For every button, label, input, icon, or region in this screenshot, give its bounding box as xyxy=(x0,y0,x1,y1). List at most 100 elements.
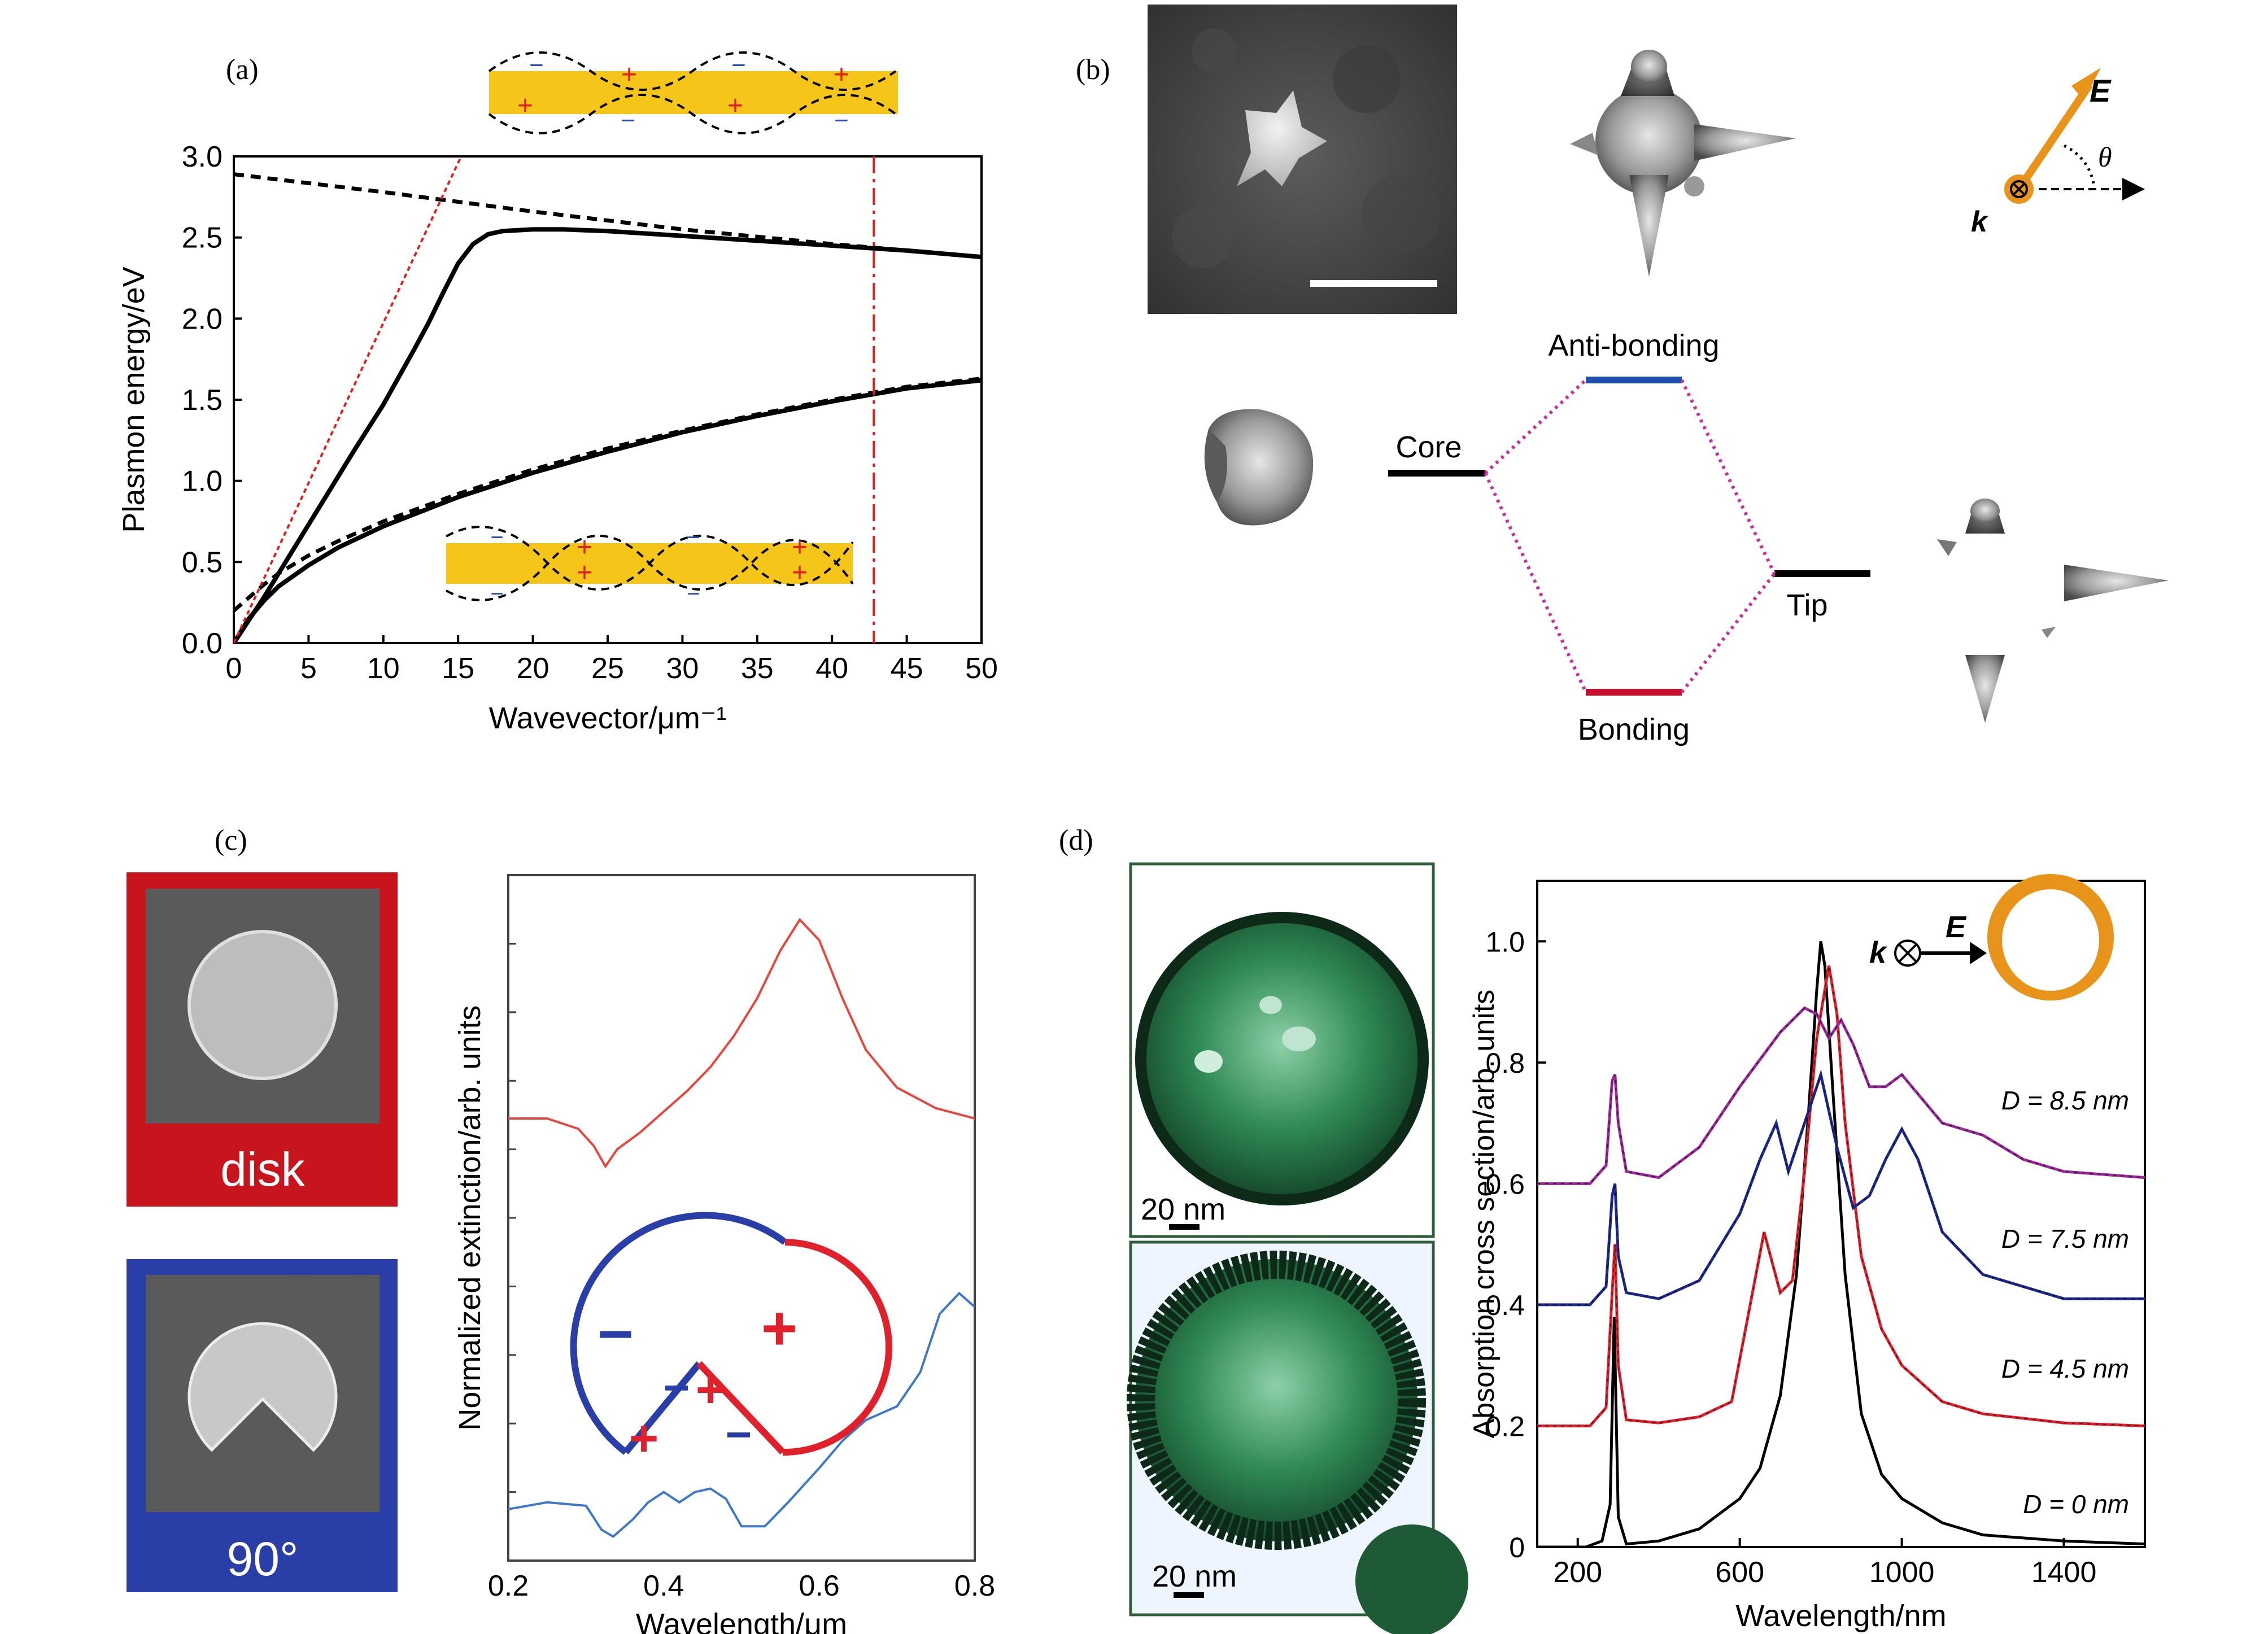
vector-e-label: E xyxy=(2090,73,2112,108)
y-tick-label: 0.4 xyxy=(1485,1290,1525,1321)
panel-a-chart: 0 5 10 15 20 25 30 35 40 45 50 0.0 0.5 1.0 1.5 2.0 2.5 3… xyxy=(117,51,998,735)
curves xyxy=(1537,941,2145,1547)
panel-d: 20 nm 20 nm 200 600 1000 1400 0 0.2 0.4 0.6 0.8… xyxy=(1127,862,2146,1634)
charge-minus: − xyxy=(731,51,746,79)
notched-particle xyxy=(187,1322,338,1452)
x-tick-label: 20 xyxy=(517,652,549,685)
curve-upper-solid xyxy=(234,227,982,643)
series-label: D = 0 nm xyxy=(2023,1489,2129,1519)
crescent-shape xyxy=(1987,874,2114,1001)
vector-k-label: k xyxy=(1869,936,1888,969)
nanostar-particle xyxy=(1237,90,1327,186)
y-tick-label: 2.0 xyxy=(182,303,223,335)
x-tick-label: 45 xyxy=(891,652,923,685)
fit-curve xyxy=(1537,941,2145,1547)
x-tick-label: 0 xyxy=(226,652,242,685)
y-tick-label: 0.6 xyxy=(1485,1168,1525,1200)
charge-plus: + xyxy=(577,532,592,562)
curves xyxy=(234,156,982,643)
x-tick-label: 10 xyxy=(367,652,400,685)
e-arrow-head xyxy=(1970,942,1987,964)
y-tick-label: 0.0 xyxy=(182,627,223,660)
x-ticks: 0.2 0.4 0.6 0.8 xyxy=(488,942,995,1602)
charge-minus: − xyxy=(490,525,503,550)
theta-label: θ xyxy=(2098,141,2112,173)
charge-plus: + xyxy=(629,1410,659,1467)
inset-top-strip: − + − + + − + − xyxy=(488,51,898,134)
scale-bar xyxy=(1169,1224,1200,1230)
y-axis-label: Plasmon energy/eV xyxy=(117,266,151,532)
nanoshell-particle xyxy=(1135,1259,1418,1541)
nanoshell-particle xyxy=(1141,918,1423,1200)
charge-plus: + xyxy=(517,91,533,121)
panel-b-diagram: E k θ Anti-bonding Core Tip Bonding xyxy=(1148,5,2169,746)
charge-minus: − xyxy=(726,1409,752,1460)
charge-plus: + xyxy=(621,60,637,90)
y-tick-label: 1.0 xyxy=(182,465,223,498)
series-label: D = 8.5 nm xyxy=(2001,1086,2129,1115)
x-tick-label: 0.6 xyxy=(799,1570,840,1602)
y-tick-label: 3.0 xyxy=(182,141,223,173)
x-ticks: 200 600 1000 1400 xyxy=(1553,1538,2096,1589)
notch-angle-label: 90° xyxy=(226,1532,298,1585)
x-tick-label: 25 xyxy=(591,652,624,685)
scale-bar xyxy=(1174,1592,1204,1598)
charge-minus: − xyxy=(834,107,849,134)
scale-bar-label: 20 nm xyxy=(1141,1192,1225,1226)
theta-arc xyxy=(2063,144,2096,187)
tem-image-top: 20 nm xyxy=(1129,862,1435,1238)
fit-curve xyxy=(1537,1072,2145,1305)
disk-label: disk xyxy=(220,1143,305,1196)
series-label: D = 4.5 nm xyxy=(2001,1354,2129,1383)
anti-bonding-label: Anti-bonding xyxy=(1548,329,1719,362)
x-tick-label: 5 xyxy=(300,652,317,685)
series-label: D = 7.5 nm xyxy=(2001,1224,2129,1253)
charge-minus: − xyxy=(621,107,635,134)
curves xyxy=(508,918,975,1538)
x-axis-label: Wavelength/μm xyxy=(636,1607,847,1634)
inset-bottom-strip: − + + − − + + − xyxy=(446,525,854,606)
x-tick-label: 0.2 xyxy=(488,1570,529,1602)
x-tick-label: 30 xyxy=(666,652,699,685)
disk-particle xyxy=(187,930,338,1080)
y-ticks: 0.0 0.5 1.0 1.5 2.0 2.5 3.0 xyxy=(182,141,242,660)
y-axis-label: Absorption cross section/arb. units xyxy=(1468,990,1501,1439)
charge-plus: + xyxy=(834,60,849,90)
core-sphere xyxy=(1595,88,1703,195)
wave-b xyxy=(446,535,854,601)
x-tick-label: 35 xyxy=(741,652,774,685)
y-tick-label: 0 xyxy=(1509,1532,1525,1563)
x-ticks: 0 5 10 15 20 25 30 35 40 45 50 xyxy=(226,635,998,685)
y-ticks: 0 0.2 0.4 0.6 0.8 1.0 xyxy=(1485,926,1546,1563)
x-tick-label: 1000 xyxy=(1869,1556,1935,1589)
curve-disk xyxy=(508,918,975,1169)
y-tick-label: 0.8 xyxy=(1485,1047,1525,1079)
curve-upper-dashed xyxy=(234,172,982,259)
gold-strip xyxy=(489,71,898,114)
panel-label-a: (a) xyxy=(226,54,259,86)
fit-curve xyxy=(1537,1007,2145,1185)
x-tick-label: 1400 xyxy=(2031,1556,2097,1589)
charge-plus: + xyxy=(792,532,808,562)
charge-distribution-inset: − + + − + − xyxy=(570,1212,892,1467)
charge-plus: + xyxy=(727,91,743,121)
panel-label-b: (b) xyxy=(1076,54,1110,86)
tem-image-bottom: 20 nm xyxy=(1127,1240,1468,1634)
charge-minus: − xyxy=(687,582,700,606)
notched-disk-sem-image: 90° xyxy=(127,1259,398,1592)
curve-lower-dashed xyxy=(234,377,982,613)
panel-label-d: (d) xyxy=(1059,824,1093,857)
x-tick-label: 40 xyxy=(815,652,848,685)
panel-label-c: (c) xyxy=(215,824,247,857)
y-tick-label: 2.5 xyxy=(182,222,223,255)
x-axis-label: Wavevector/μm⁻¹ xyxy=(489,701,727,735)
sem-image-nanostar xyxy=(1148,5,1457,314)
plot-frame xyxy=(1536,880,2146,1548)
charge-minus: − xyxy=(597,1299,634,1369)
wave-bottom xyxy=(488,94,897,134)
charge-minus: − xyxy=(687,525,700,550)
x-tick-label: 0.8 xyxy=(954,1570,995,1602)
y-tick-label: 1.5 xyxy=(182,384,223,417)
polarization-icon: E k θ xyxy=(1971,68,2145,238)
wave-top xyxy=(488,51,897,91)
